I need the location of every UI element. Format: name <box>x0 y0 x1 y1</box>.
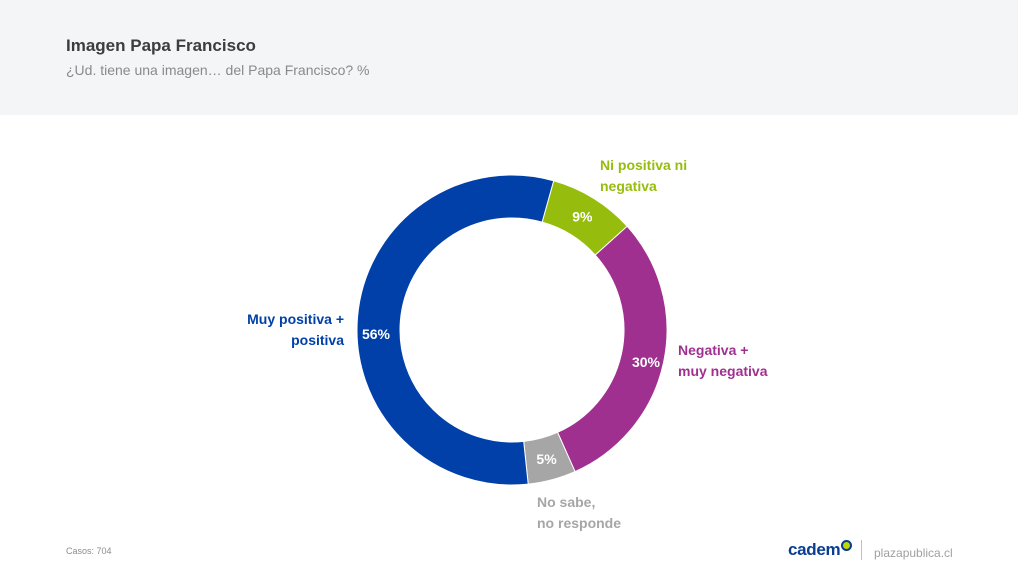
footer-divider <box>861 540 862 560</box>
chart-title: Imagen Papa Francisco <box>66 36 256 55</box>
slice-value-label: 9% <box>572 209 593 225</box>
site-link[interactable]: plazapublica.cl <box>874 546 953 560</box>
slice-label-line: Muy positiva + <box>247 311 344 327</box>
slice-label-positive: Muy positiva + positiva <box>200 309 344 351</box>
slice-label-line: muy negativa <box>678 363 768 379</box>
header-band: Imagen Papa Francisco ¿Ud. tiene una ima… <box>0 0 1018 115</box>
slice-label-line: no responde <box>537 515 622 531</box>
sample-size: Casos: 704 <box>66 546 112 556</box>
slice-value-label: 56% <box>362 326 391 342</box>
slice-label-line: Negativa + <box>678 342 749 358</box>
slice-label-neutral: Ni positiva ni negativa <box>600 155 687 197</box>
slice-label-line: positiva <box>291 332 344 348</box>
slice-label-line: negativa <box>600 178 657 194</box>
donut-slice <box>356 174 555 486</box>
slice-label-no-answer: No sabe, no responde <box>537 492 621 534</box>
chart-subtitle: ¿Ud. tiene una imagen… del Papa Francisc… <box>66 62 370 78</box>
slice-label-line: No sabe, <box>537 494 596 510</box>
cadem-logo: cadem <box>788 540 841 559</box>
slice-label-negative: Negativa + muy negativa <box>678 340 767 382</box>
donut-slice <box>556 225 668 473</box>
slice-value-label: 5% <box>536 451 557 467</box>
slice-label-line: Ni positiva ni <box>600 157 688 173</box>
slice-value-label: 30% <box>632 354 661 370</box>
cadem-logo-dot-icon <box>841 540 852 551</box>
